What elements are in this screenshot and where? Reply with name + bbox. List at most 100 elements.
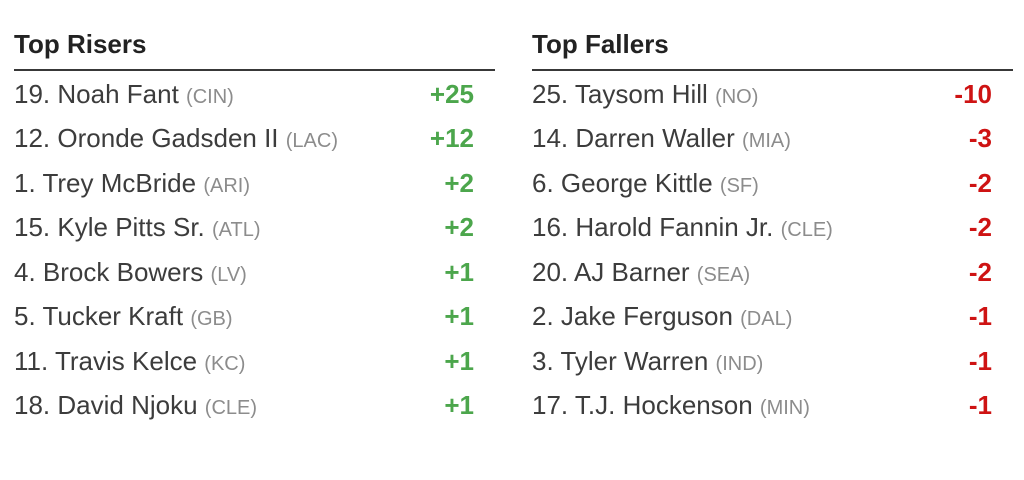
player-row: 11. Travis Kelce (KC) +1	[14, 339, 495, 384]
player-name: Tyler Warren	[560, 345, 709, 376]
player-rank: 5.	[14, 301, 36, 332]
player-row: 5. Tucker Kraft (GB) +1	[14, 294, 495, 339]
player-row: 6. George Kittle (SF) -2	[532, 161, 1013, 206]
player-label: 6. George Kittle (SF)	[532, 168, 759, 199]
player-rank: 17.	[532, 390, 569, 421]
player-name: Travis Kelce	[54, 345, 198, 376]
rank-change-value: -1	[968, 390, 992, 421]
player-rank: 25.	[532, 78, 569, 109]
player-row: 25. Taysom Hill (NO) -10	[532, 72, 1013, 117]
player-rank: 2.	[532, 301, 554, 332]
player-label: 14. Darren Waller (MIA)	[532, 123, 791, 154]
player-rank: 3.	[532, 345, 554, 376]
player-row: 19. Noah Fant (CIN) +25	[14, 72, 495, 117]
rank-change-value: +1	[444, 345, 474, 376]
player-team: (SF)	[719, 174, 759, 197]
player-rank: 20.	[532, 256, 569, 287]
player-row: 12. Oronde Gadsden II (LAC) +12	[14, 116, 495, 161]
player-name: Oronde Gadsden II	[57, 123, 279, 154]
player-team: (NO)	[715, 85, 759, 108]
player-rank: 14.	[532, 123, 569, 154]
rank-change-value: -3	[968, 123, 992, 154]
player-rank: 18.	[14, 390, 51, 421]
rank-change-value: -10	[954, 78, 992, 109]
player-name: Trey McBride	[42, 167, 197, 198]
player-label: 4. Brock Bowers (LV)	[14, 257, 247, 288]
player-team: (ATL)	[212, 219, 261, 242]
rank-change-value: +2	[444, 167, 474, 198]
player-label: 2. Jake Ferguson (DAL)	[532, 301, 792, 332]
player-row: 20. AJ Barner (SEA) -2	[532, 250, 1013, 295]
player-rank: 11.	[14, 345, 49, 376]
player-label: 1. Trey McBride (ARI)	[14, 168, 250, 199]
player-rank: 16.	[532, 212, 569, 243]
player-name: Darren Waller	[575, 123, 735, 154]
rank-change-value: +25	[429, 78, 474, 109]
player-row: 17. T.J. Hockenson (MIN) -1	[532, 383, 1013, 428]
player-name: Noah Fant	[57, 78, 179, 109]
player-row: 2. Jake Ferguson (DAL) -1	[532, 294, 1013, 339]
top-risers-section: Top Risers 19. Noah Fant (CIN) +25 12. O…	[14, 29, 495, 428]
rank-change-value: -1	[968, 345, 992, 376]
player-label: 25. Taysom Hill (NO)	[532, 79, 758, 110]
player-label: 17. T.J. Hockenson (MIN)	[532, 390, 810, 421]
player-team: (IND)	[715, 352, 764, 375]
top-risers-title: Top Risers	[14, 29, 495, 71]
player-rank: 12.	[14, 123, 51, 154]
player-label: 5. Tucker Kraft (GB)	[14, 301, 233, 332]
player-team: (CLE)	[780, 219, 833, 242]
player-row: 3. Tyler Warren (IND) -1	[532, 339, 1013, 384]
rank-change-value: +1	[444, 390, 474, 421]
player-row: 4. Brock Bowers (LV) +1	[14, 250, 495, 295]
rank-change-value: +12	[429, 123, 474, 154]
player-rank: 1.	[14, 167, 36, 198]
player-team: (SEA)	[696, 263, 751, 286]
player-team: (CIN)	[186, 85, 234, 108]
player-team: (DAL)	[740, 308, 793, 331]
rank-change-value: -2	[968, 167, 992, 198]
player-team: (LV)	[210, 263, 247, 286]
player-name: Kyle Pitts Sr.	[57, 212, 205, 243]
player-label: 15. Kyle Pitts Sr. (ATL)	[14, 212, 261, 243]
player-name: George Kittle	[560, 167, 713, 198]
player-row: 14. Darren Waller (MIA) -3	[532, 116, 1013, 161]
player-name: Harold Fannin Jr.	[575, 212, 774, 243]
player-label: 18. David Njoku (CLE)	[14, 390, 257, 421]
player-name: Tucker Kraft	[42, 301, 184, 332]
player-name: AJ Barner	[573, 256, 690, 287]
player-team: (MIN)	[759, 397, 810, 420]
player-team: (LAC)	[285, 130, 338, 153]
rank-movers-panel: Top Risers 19. Noah Fant (CIN) +25 12. O…	[14, 29, 1013, 428]
player-label: 16. Harold Fannin Jr. (CLE)	[532, 212, 833, 243]
rank-change-value: -1	[968, 301, 992, 332]
player-row: 15. Kyle Pitts Sr. (ATL) +2	[14, 205, 495, 250]
player-row: 16. Harold Fannin Jr. (CLE) -2	[532, 205, 1013, 250]
player-team: (MIA)	[742, 130, 791, 153]
rank-change-value: -2	[968, 212, 992, 243]
top-fallers-title: Top Fallers	[532, 29, 1013, 71]
player-rank: 15.	[14, 212, 51, 243]
player-label: 3. Tyler Warren (IND)	[532, 346, 763, 377]
rank-change-value: +1	[444, 301, 474, 332]
player-label: 20. AJ Barner (SEA)	[532, 257, 750, 288]
top-fallers-section: Top Fallers 25. Taysom Hill (NO) -10 14.…	[532, 29, 1013, 428]
player-name: Brock Bowers	[42, 256, 204, 287]
rank-change-value: -2	[968, 256, 992, 287]
player-team: (GB)	[190, 308, 233, 331]
player-row: 18. David Njoku (CLE) +1	[14, 383, 495, 428]
player-rank: 4.	[14, 256, 36, 287]
player-name: Taysom Hill	[574, 78, 708, 109]
player-name: Jake Ferguson	[560, 301, 733, 332]
player-name: T.J. Hockenson	[574, 390, 753, 421]
rank-change-value: +1	[444, 256, 474, 287]
top-fallers-list: 25. Taysom Hill (NO) -10 14. Darren Wall…	[532, 72, 1013, 428]
top-risers-list: 19. Noah Fant (CIN) +25 12. Oronde Gadsd…	[14, 72, 495, 428]
player-label: 12. Oronde Gadsden II (LAC)	[14, 123, 338, 154]
player-label: 11. Travis Kelce (KC)	[14, 346, 245, 377]
player-row: 1. Trey McBride (ARI) +2	[14, 161, 495, 206]
player-label: 19. Noah Fant (CIN)	[14, 79, 234, 110]
player-team: (CLE)	[204, 397, 258, 420]
player-rank: 6.	[532, 167, 554, 198]
player-team: (KC)	[204, 352, 246, 375]
player-rank: 19.	[14, 78, 51, 109]
